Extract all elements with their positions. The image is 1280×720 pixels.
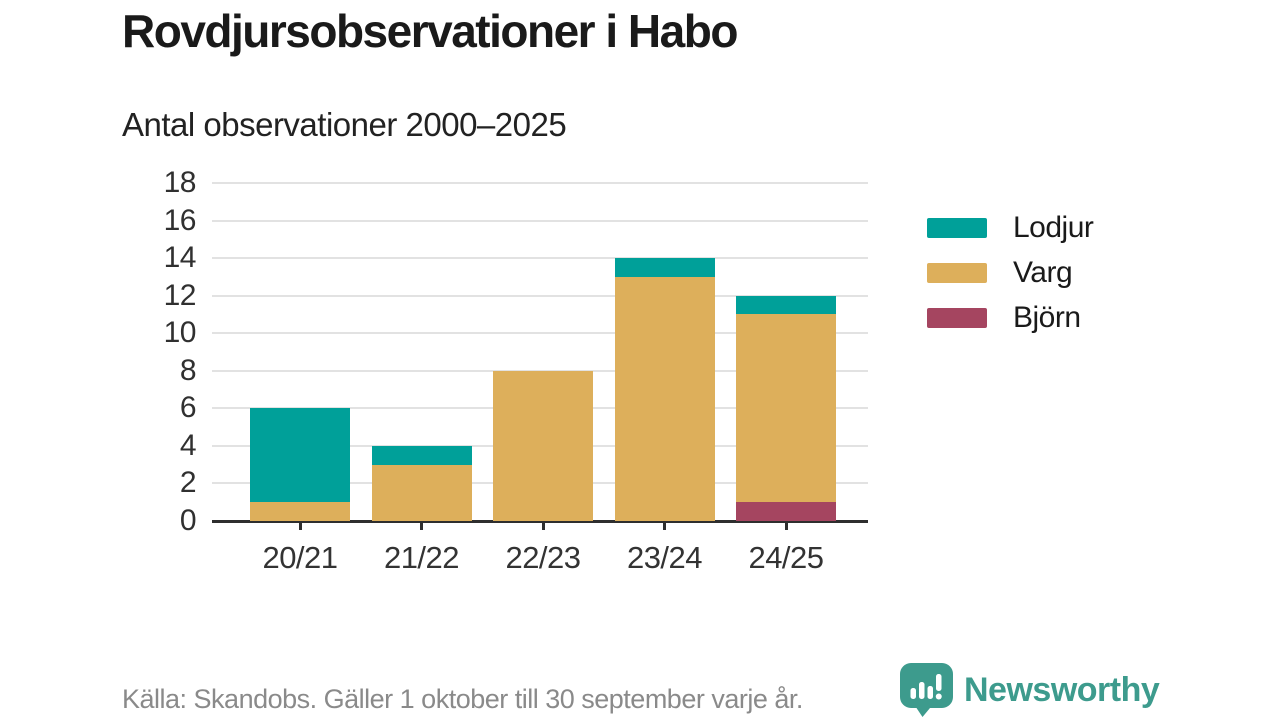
legend-item-varg: Varg (927, 255, 1093, 290)
bar-segment-lodjur (371, 445, 472, 465)
x-tick-label: 21/22 (383, 540, 460, 575)
bar-group-22-23 (493, 370, 593, 521)
y-tick-label: 12 (163, 278, 197, 312)
gridline-y-18 (212, 182, 868, 184)
bar-segment-varg (493, 370, 593, 521)
newsworthy-logo-icon (900, 663, 953, 717)
y-tick-label: 6 (179, 391, 197, 425)
newsworthy-logo-text: Newsworthy (964, 670, 1160, 709)
bar-group-24-25 (736, 295, 836, 521)
legend: Lodjur Varg Björn (927, 210, 1094, 345)
legend-item-lodjur: Lodjur (927, 210, 1094, 245)
gridline-y-14 (212, 257, 868, 260)
legend-label: Björn (1013, 300, 1081, 334)
bar-segment-lodjur (250, 408, 350, 503)
y-tick-label: 0 (179, 504, 197, 537)
gridline-y-8 (212, 369, 868, 372)
bar-segment-varg (371, 464, 472, 521)
branding: Newsworthy (898, 662, 1160, 718)
y-tick-label: 8 (179, 353, 197, 387)
bar-segment-lodjur (736, 295, 836, 315)
legend-swatch (927, 307, 987, 328)
x-axis-line (212, 520, 868, 523)
y-tick-label: 18 (163, 166, 197, 199)
legend-swatch (927, 262, 987, 283)
x-tick-label: 22/23 (505, 540, 581, 575)
y-tick-label: 2 (179, 466, 197, 500)
bar-segment-varg (250, 502, 350, 521)
bar-segment-varg (614, 276, 715, 521)
legend-item-bjorn: Björn (927, 300, 1093, 335)
x-tick (541, 522, 545, 530)
x-tick (420, 522, 423, 530)
gridline-y-10 (212, 332, 868, 335)
x-tick-label: 24/25 (748, 540, 824, 575)
plot-area (212, 182, 868, 523)
bar-segment-varg (736, 314, 836, 503)
x-tick (298, 522, 302, 530)
chart-subtitle: Antal observationer 2000–2025 (122, 106, 567, 143)
gridline-y-16 (212, 219, 868, 222)
x-tick-label: 20/21 (262, 540, 338, 575)
x-tick (784, 522, 788, 530)
bar-group-21-22 (371, 445, 472, 521)
y-tick-label: 4 (179, 428, 197, 462)
x-tick-label: 23/24 (626, 540, 703, 575)
bar-group-20-21 (250, 408, 350, 521)
y-tick-label: 16 (163, 203, 197, 237)
bar-segment-lodjur (614, 258, 715, 277)
page-title: Rovdjursobservationer i Habo (122, 5, 738, 57)
source-note: Källa: Skandobs. Gäller 1 oktober till 3… (122, 684, 803, 714)
x-tick (663, 522, 666, 530)
legend-label: Varg (1013, 255, 1073, 289)
bar-group-23-24 (614, 258, 715, 521)
y-tick-label: 14 (163, 241, 197, 275)
y-tick-label: 10 (163, 316, 197, 350)
legend-label: Lodjur (1013, 210, 1094, 244)
bar-segment-bjorn (736, 502, 836, 521)
legend-swatch (927, 217, 987, 238)
gridline-y-12 (212, 294, 868, 297)
